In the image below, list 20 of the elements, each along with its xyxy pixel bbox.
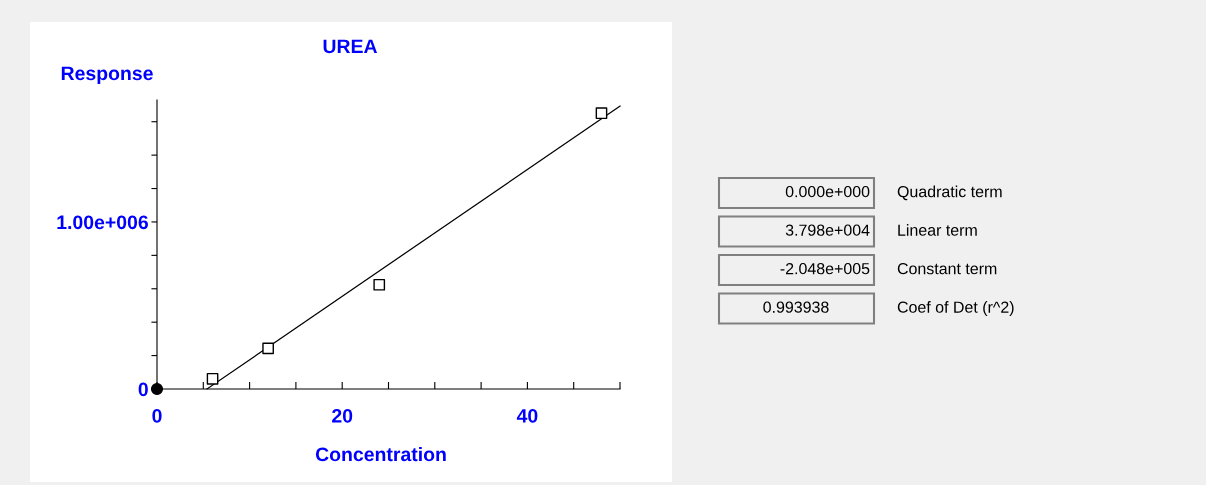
x-tick-label: 40 (516, 408, 538, 423)
text: Quadratic term (897, 185, 1002, 201)
text: 0.993938 (763, 301, 829, 313)
y-tick-label: 1.00e+006 (57, 215, 148, 230)
x-axis-title: Concentration (315, 446, 446, 462)
point (595, 107, 608, 120)
point (262, 342, 274, 355)
text: -2.048e+005 (780, 262, 870, 275)
x-tick-label: 0 (152, 408, 162, 423)
point (373, 278, 386, 291)
x-tick-label: 20 (332, 408, 353, 423)
chart-title: UREA (323, 39, 378, 54)
text: 0.000e+000 (785, 185, 870, 198)
text: Coef of Det (r^2) (897, 301, 1014, 316)
text: 3.798e+004 (785, 224, 870, 236)
point (150, 382, 164, 396)
text: Linear term (898, 224, 977, 236)
y-axis-title: Response (61, 66, 153, 85)
text: Constant term (897, 262, 997, 275)
point (206, 372, 219, 385)
